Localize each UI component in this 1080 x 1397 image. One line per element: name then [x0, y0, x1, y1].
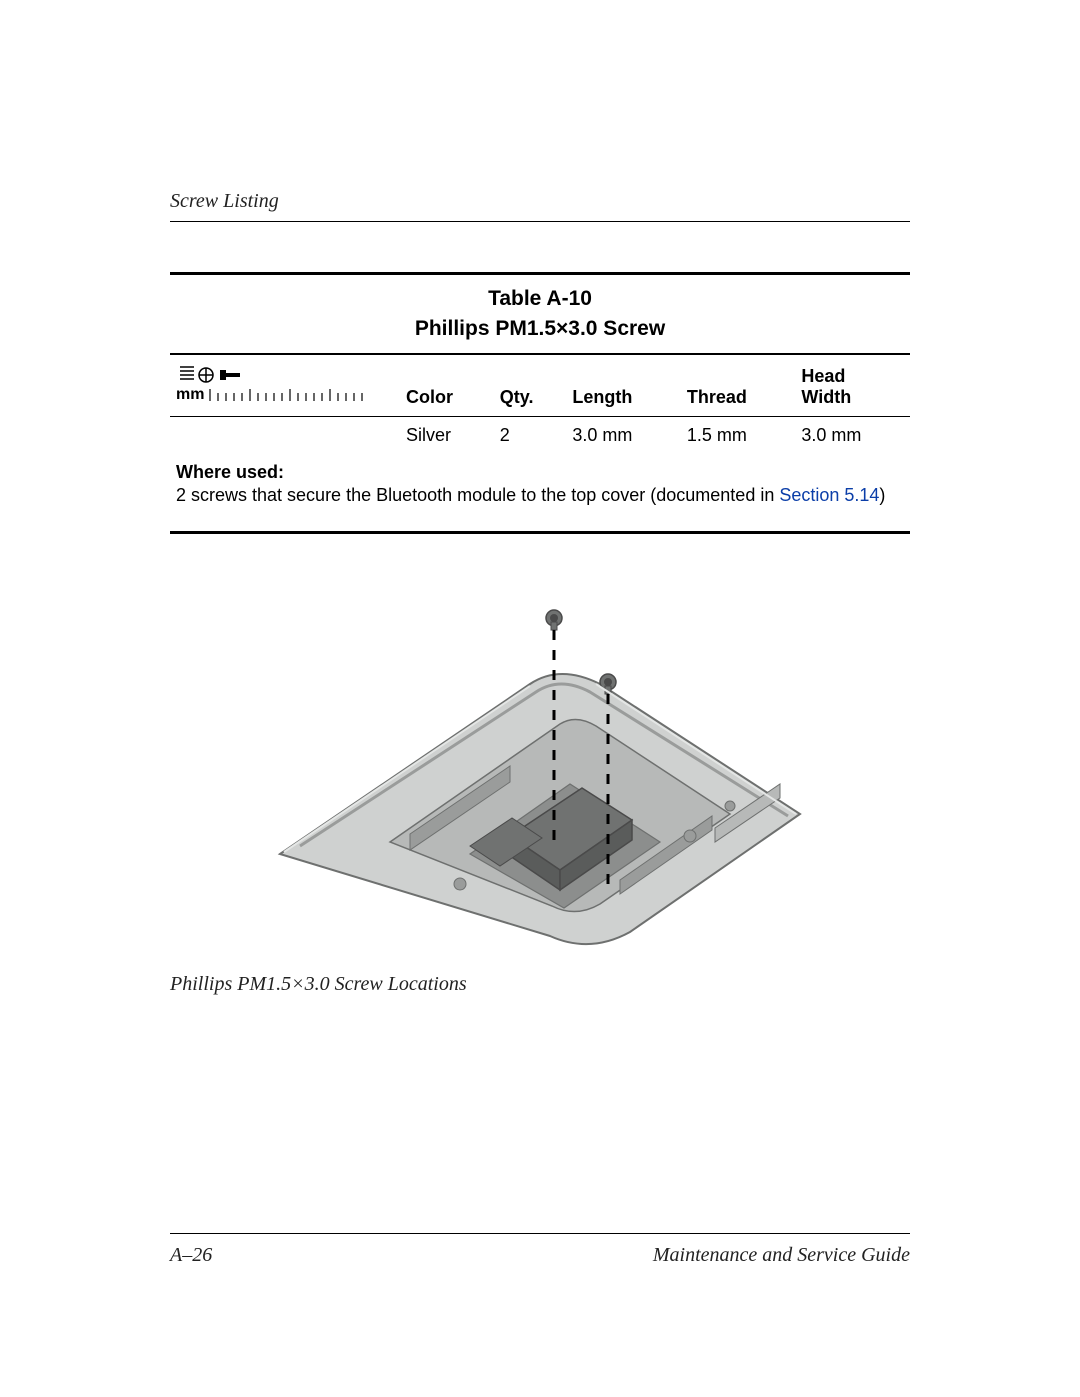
page-number: A–26: [170, 1244, 212, 1267]
cell-length: 3.0 mm: [566, 417, 681, 457]
col-length: Length: [566, 355, 681, 417]
col-thread: Thread: [681, 355, 796, 417]
page-footer: A–26 Maintenance and Service Guide: [170, 1233, 910, 1267]
col-head-width: Head Width: [795, 355, 910, 417]
screw-spec-table: mm: [170, 355, 910, 531]
ruler-icon-cell: mm: [170, 355, 400, 417]
cell-qty: 2: [494, 417, 567, 457]
table-number: Table A-10: [170, 287, 910, 311]
where-used-text: 2 screws that secure the Bluetooth modul…: [176, 483, 904, 521]
table-header-row: mm: [170, 355, 910, 417]
table-title-group: Table A-10 Phillips PM1.5×3.0 Screw: [170, 275, 910, 355]
screw-1-icon: [546, 610, 562, 630]
cell-thread: 1.5 mm: [681, 417, 796, 457]
col-color: Color: [400, 355, 494, 417]
table-row: Silver 2 3.0 mm 1.5 mm 3.0 mm: [170, 417, 910, 457]
page: Screw Listing Table A-10 Phillips PM1.5×…: [0, 0, 1080, 1397]
col-qty: Qty.: [494, 355, 567, 417]
col-head-width-l1: Head: [801, 366, 845, 386]
where-used-body: 2 screws that secure the Bluetooth modul…: [176, 485, 779, 505]
where-used-close: ): [879, 485, 885, 505]
footer-rule: [170, 1233, 910, 1234]
screw-table-block: Table A-10 Phillips PM1.5×3.0 Screw: [170, 272, 910, 534]
running-header: Screw Listing: [170, 190, 910, 213]
svg-text:mm: mm: [176, 386, 204, 403]
figure-caption: Phillips PM1.5×3.0 Screw Locations: [170, 973, 910, 996]
table-title: Phillips PM1.5×3.0 Screw: [170, 317, 910, 341]
cell-color: Silver: [400, 417, 494, 457]
cell-head-width: 3.0 mm: [795, 417, 910, 457]
section-link[interactable]: Section 5.14: [779, 485, 879, 505]
ruler-scale-icon: mm: [176, 363, 376, 408]
screw-location-diagram-icon: [260, 584, 820, 954]
where-used-row: Where used: 2 screws that secure the Blu…: [170, 456, 910, 531]
col-head-width-l2: Width: [801, 387, 851, 407]
figure: Phillips PM1.5×3.0 Screw Locations: [170, 584, 910, 996]
header-rule: [170, 221, 910, 222]
where-used-label: Where used:: [176, 462, 904, 483]
book-title: Maintenance and Service Guide: [653, 1244, 910, 1267]
